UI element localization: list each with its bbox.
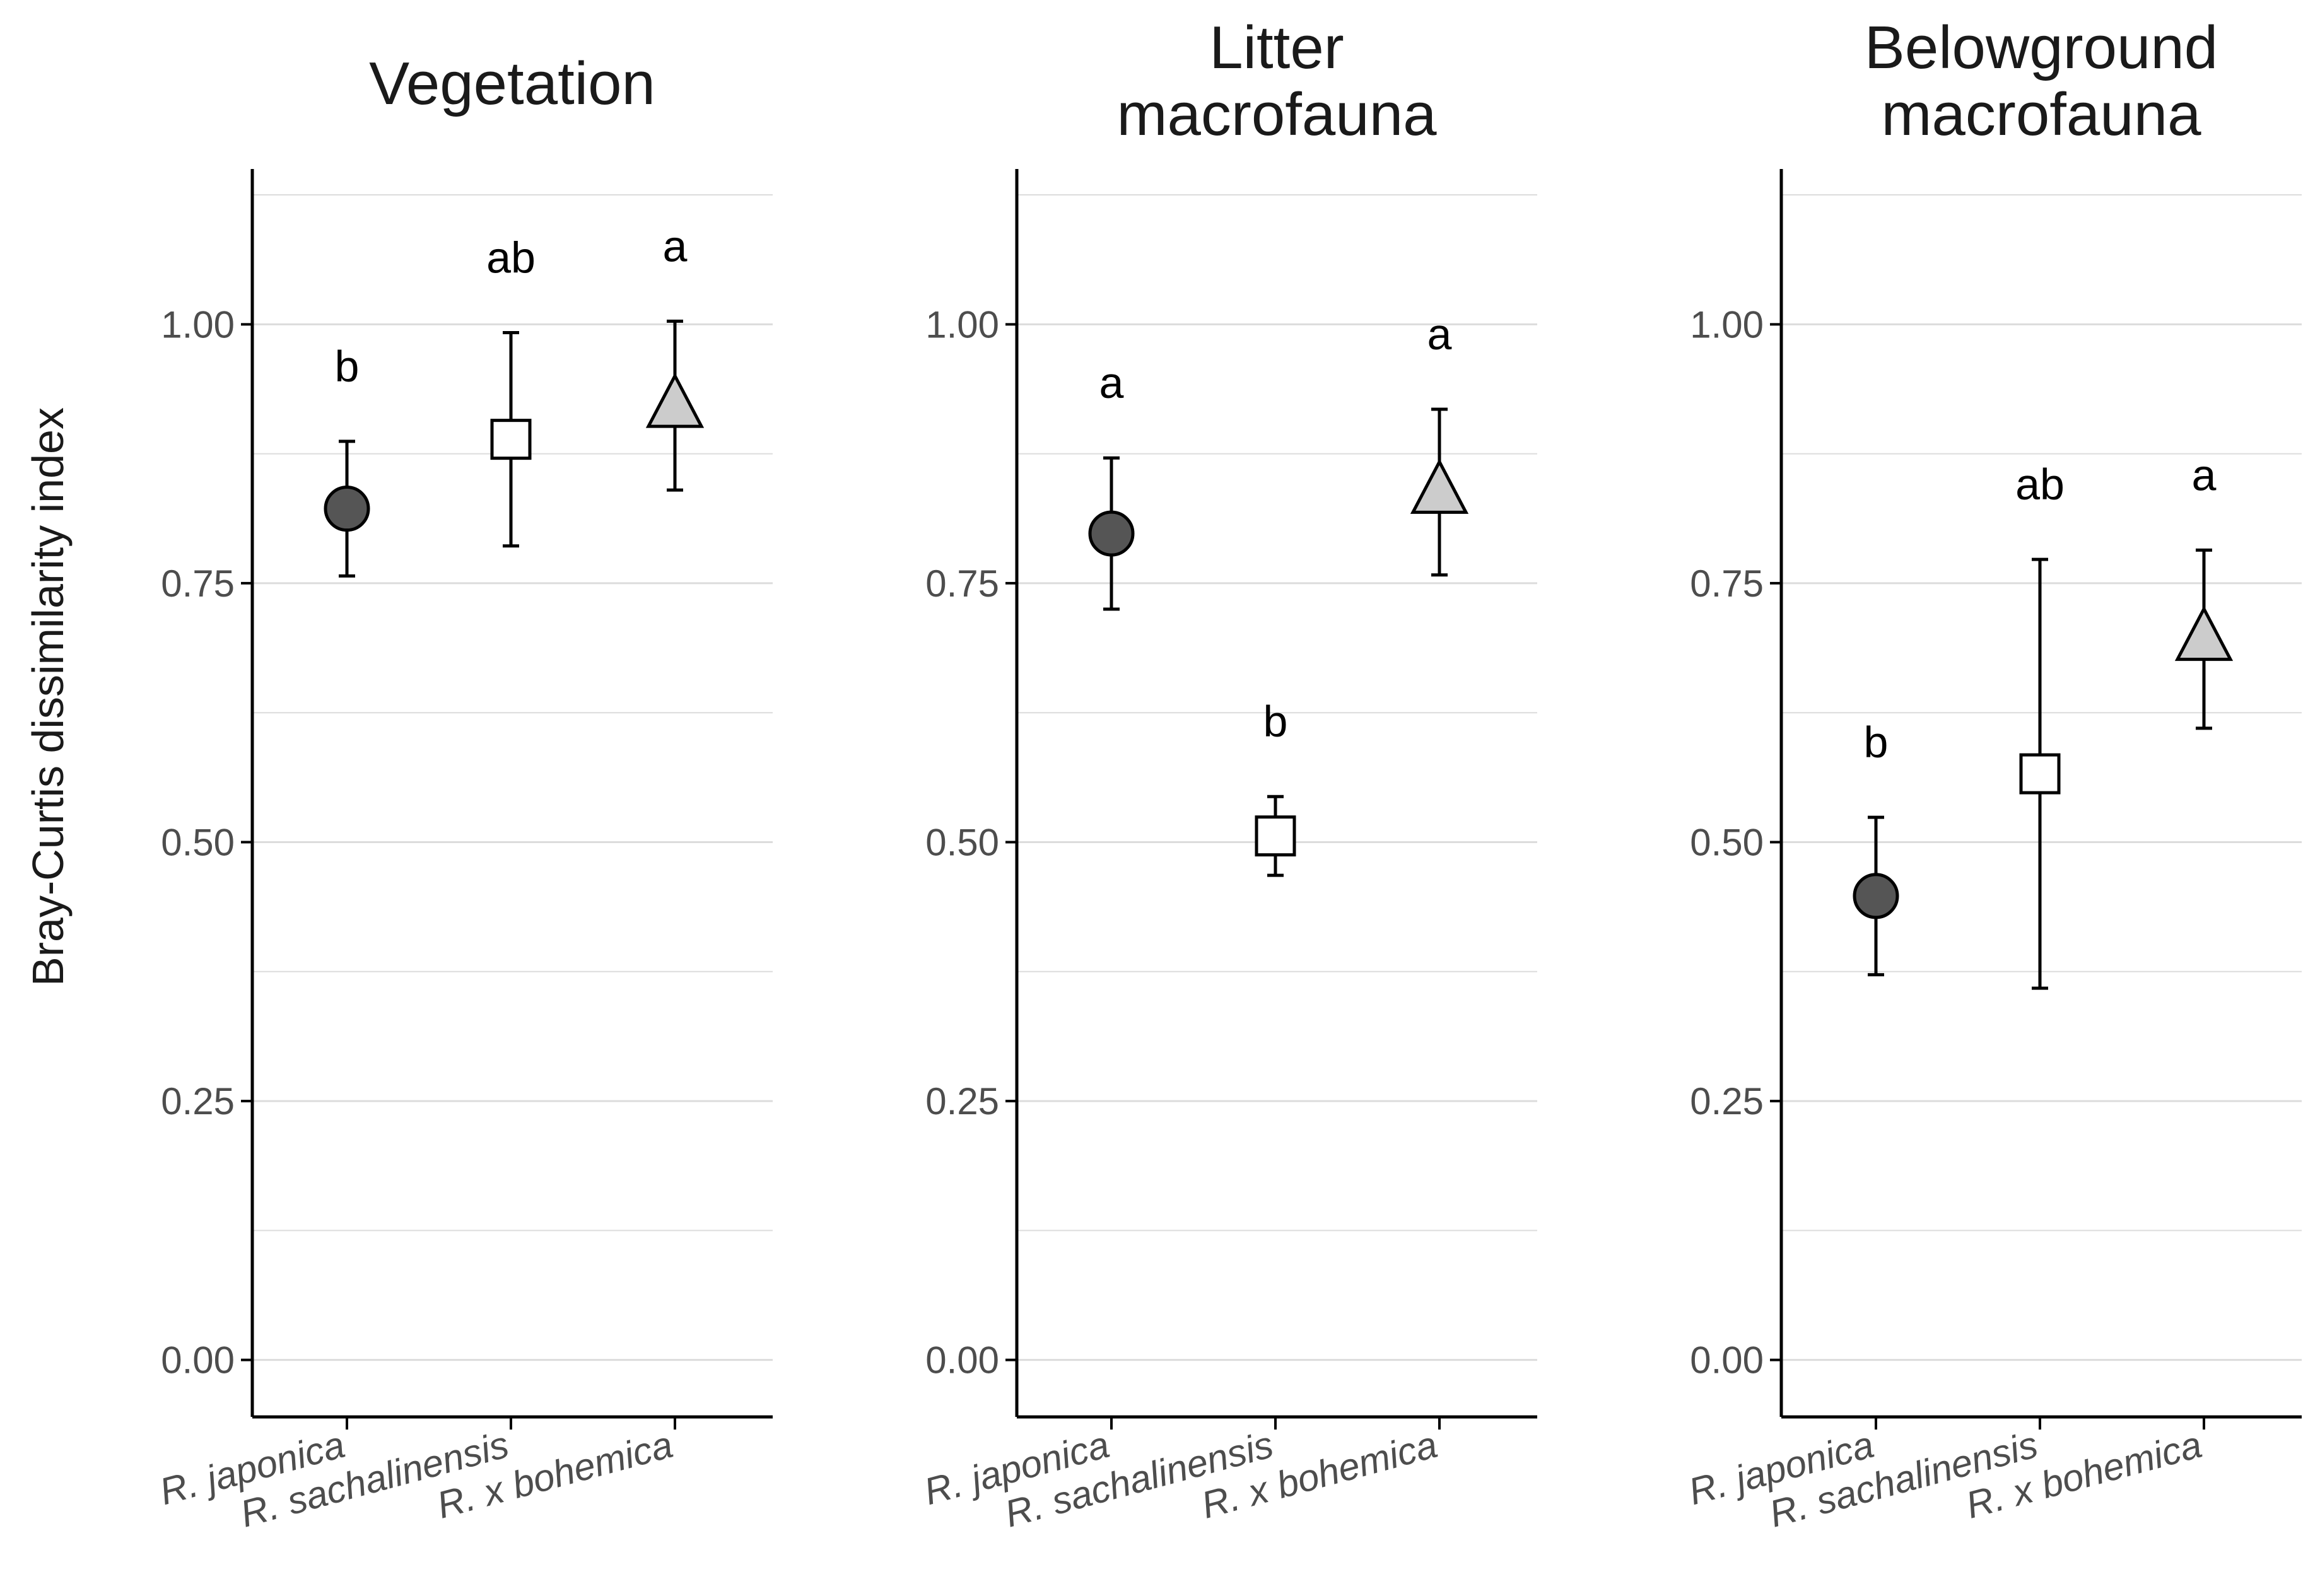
- significance-letter: a: [1099, 358, 1124, 407]
- significance-letter: b: [1864, 718, 1889, 767]
- mean-marker-circle: [324, 486, 370, 532]
- y-tick-label: 0.75: [161, 562, 235, 605]
- panel-title: Litter: [1209, 14, 1344, 81]
- panel-title: Vegetation: [369, 50, 655, 117]
- panel-title: macrofauna: [1117, 81, 1438, 148]
- mean-marker-square: [490, 419, 532, 460]
- significance-letter: b: [1263, 697, 1288, 746]
- y-tick-label: 0.00: [1690, 1339, 1764, 1382]
- y-tick-label: 1.00: [925, 303, 999, 346]
- mean-marker-triangle: [1410, 458, 1469, 514]
- significance-letter: a: [1427, 310, 1452, 359]
- mean-marker-square: [1255, 815, 1296, 857]
- mean-marker-triangle: [645, 372, 705, 428]
- y-tick-label: 1.00: [161, 303, 235, 346]
- y-tick-label: 0.00: [161, 1339, 235, 1382]
- panel-title: macrofauna: [1882, 81, 2202, 148]
- significance-letter: b: [335, 342, 360, 391]
- significance-letter: a: [2192, 450, 2217, 499]
- significance-letter: a: [663, 221, 688, 271]
- mean-marker-triangle: [2174, 605, 2234, 661]
- y-tick-label: 0.00: [925, 1339, 999, 1382]
- y-tick-label: 0.25: [161, 1080, 235, 1122]
- y-tick-label: 0.50: [161, 822, 235, 864]
- y-tick-label: 0.50: [925, 822, 999, 864]
- mean-marker-circle: [1088, 510, 1135, 557]
- y-tick-label: 1.00: [1690, 303, 1764, 346]
- y-tick-label: 0.75: [1690, 562, 1764, 605]
- mean-marker-square: [2019, 753, 2061, 795]
- significance-letter: ab: [486, 233, 536, 282]
- panel-title: Belowground: [1865, 14, 2218, 81]
- panel-3: 0.00 0.25 0.50 0.75 1.00 Belowgroundmacrofaun…: [1684, 14, 2302, 1535]
- significance-letter: ab: [2015, 460, 2065, 509]
- y-tick-label: 0.25: [925, 1080, 999, 1122]
- y-tick-label: 0.75: [925, 562, 999, 605]
- y-axis-label: Bray-Curtis dissimilarity index: [23, 407, 73, 986]
- y-tick-label: 0.50: [1690, 822, 1764, 864]
- mean-marker-circle: [1853, 873, 1899, 919]
- y-tick-label: 0.25: [1690, 1080, 1764, 1122]
